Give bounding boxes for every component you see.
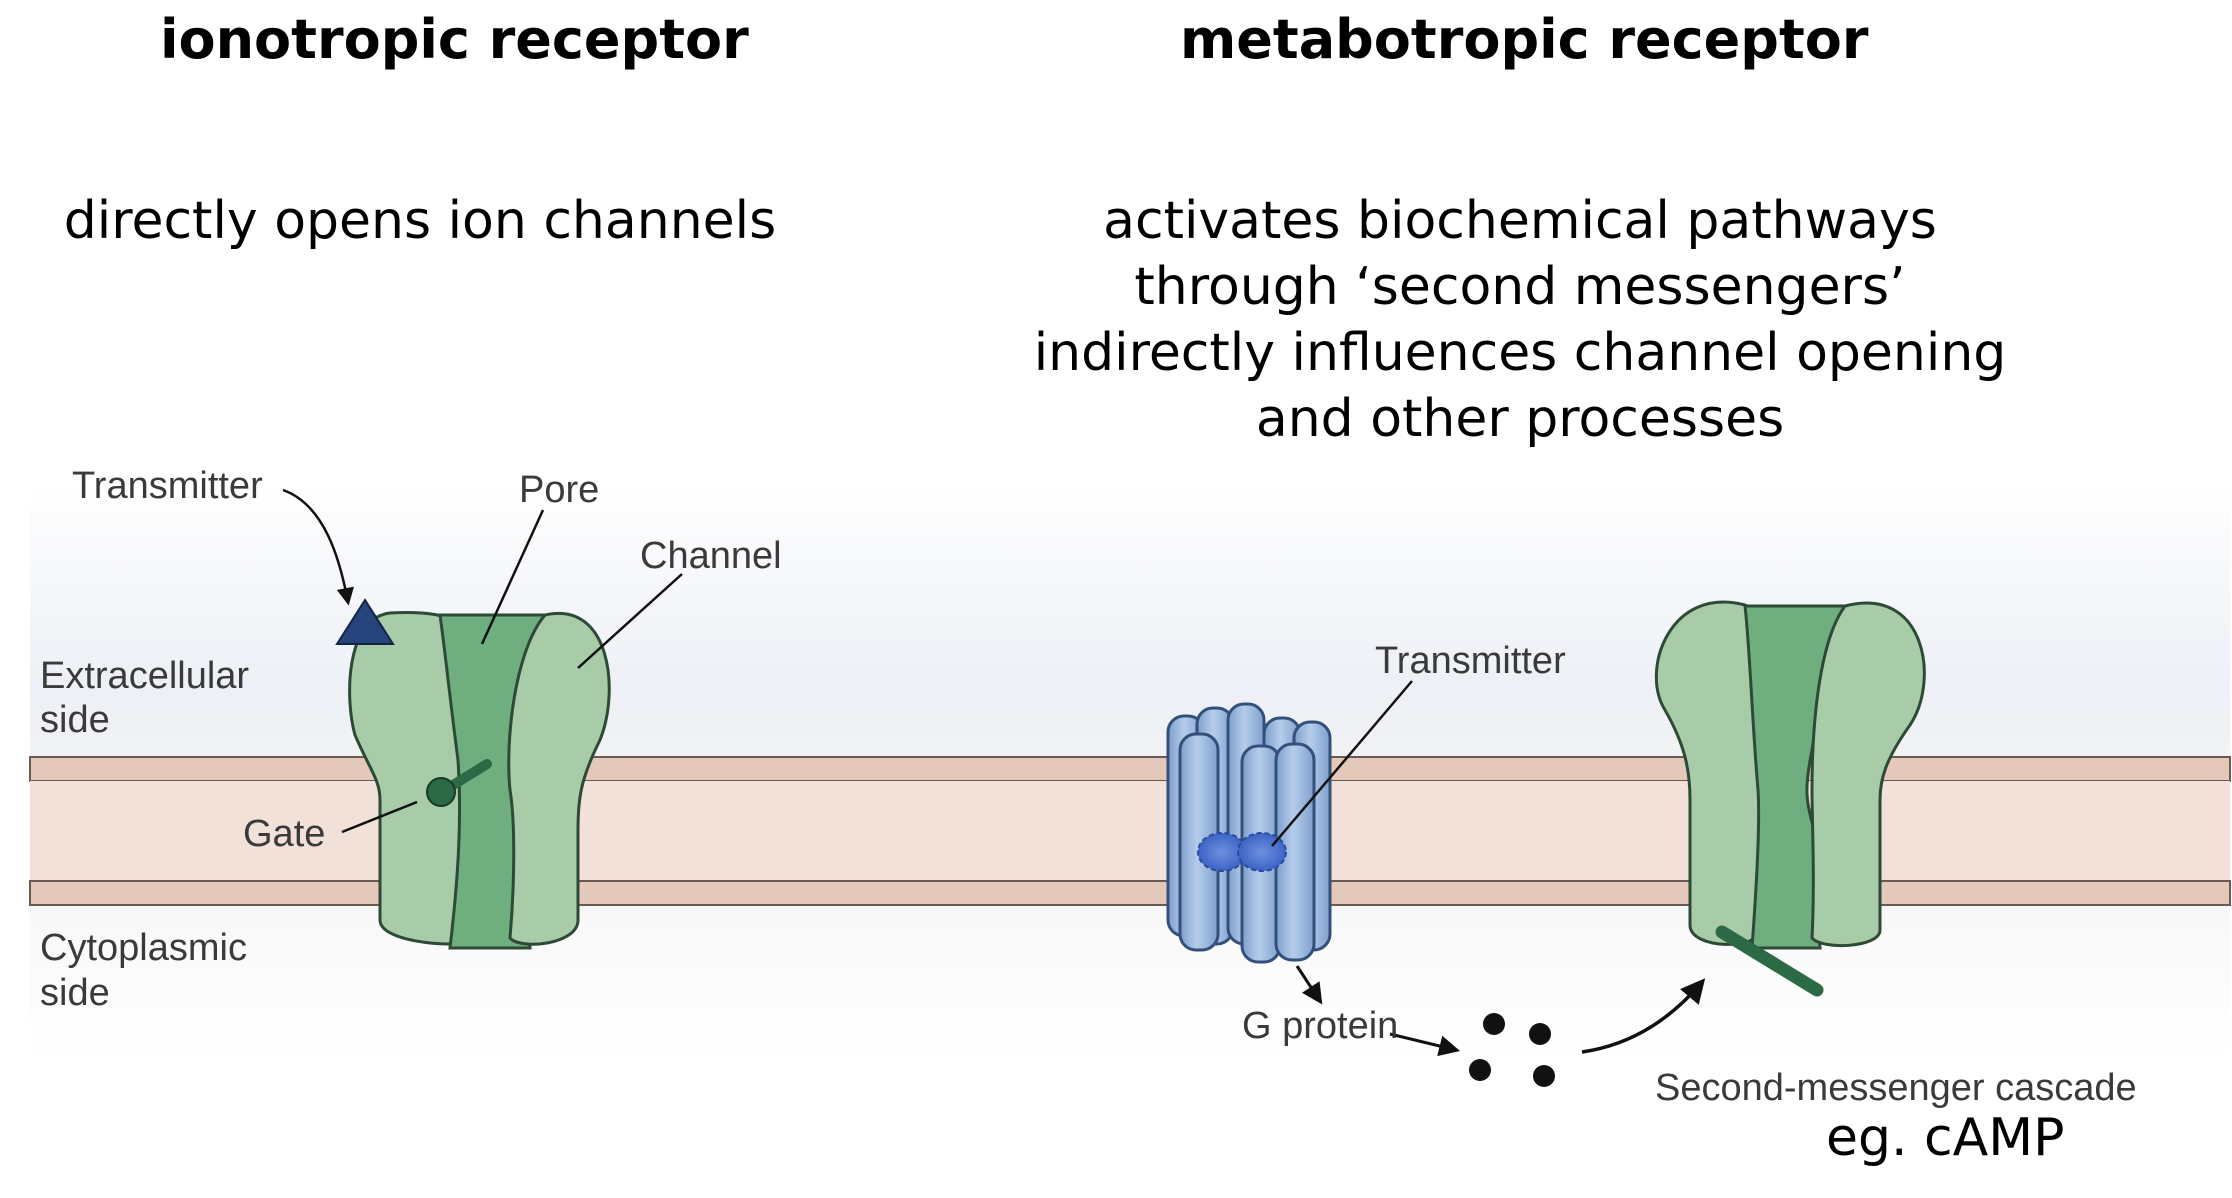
membrane-inner-leaflet (29, 880, 2231, 906)
extracellular-label-line-1: Extracellular (40, 655, 249, 697)
effector-gate-bar (1715, 925, 1824, 997)
metabotropic-description-line-2: through ‘second messengers’ (1134, 257, 1906, 317)
ionotropic-description: directly opens ion channels (40, 188, 800, 254)
membrane-core (30, 781, 2230, 881)
transmitter-label-left: Transmitter (72, 465, 263, 507)
metabotropic-description: activates biochemical pathways through ‘… (1000, 188, 2040, 452)
second-messenger-molecules-icon (1469, 1013, 1555, 1087)
cytoplasmic-label-line-1: Cytoplasmic (40, 927, 247, 969)
metabotropic-description-line-4: and other processes (1255, 389, 1785, 449)
gate-leader-line (341, 800, 418, 834)
membrane-outer-leaflet (29, 756, 2231, 782)
metabotropic-description-line-1: activates biochemical pathways (1103, 191, 1937, 251)
transmitter-right-leader-line (1271, 680, 1413, 847)
g-protein-to-messengers-arrow (1389, 1032, 1461, 1057)
pore-label: Pore (519, 469, 599, 511)
g-protein-arrow (1295, 965, 1323, 1005)
channel-leader-line (577, 573, 683, 669)
channel-label: Channel (640, 535, 782, 577)
effector-channel (1655, 600, 1926, 997)
extracellular-label-line-2: side (40, 699, 110, 741)
metabotropic-receptor (1166, 702, 1332, 964)
pore-leader-line (480, 509, 545, 645)
transmitter-triangle-icon (335, 598, 395, 645)
cascade-arrow (1581, 978, 1706, 1054)
transmitter-pointer-arrow (282, 488, 354, 606)
cascade-label: Second-messenger cascade (1655, 1067, 2137, 1109)
ionotropic-description-line: directly opens ion channels (63, 191, 777, 251)
metabotropic-heading: metabotropic receptor (1180, 8, 1869, 71)
ionotropic-channel (348, 611, 611, 950)
example-label: eg. cAMP (1826, 1108, 2065, 1168)
gate-label: Gate (243, 813, 325, 855)
cytoplasmic-label-line-2: side (40, 972, 110, 1014)
g-protein-label: G protein (1242, 1005, 1398, 1047)
transmitter-label-right: Transmitter (1375, 640, 1566, 682)
metabotropic-description-line-3: indirectly influences channel opening (1033, 323, 2007, 383)
gate-knob (426, 777, 456, 807)
ionotropic-heading: ionotropic receptor (160, 8, 749, 71)
